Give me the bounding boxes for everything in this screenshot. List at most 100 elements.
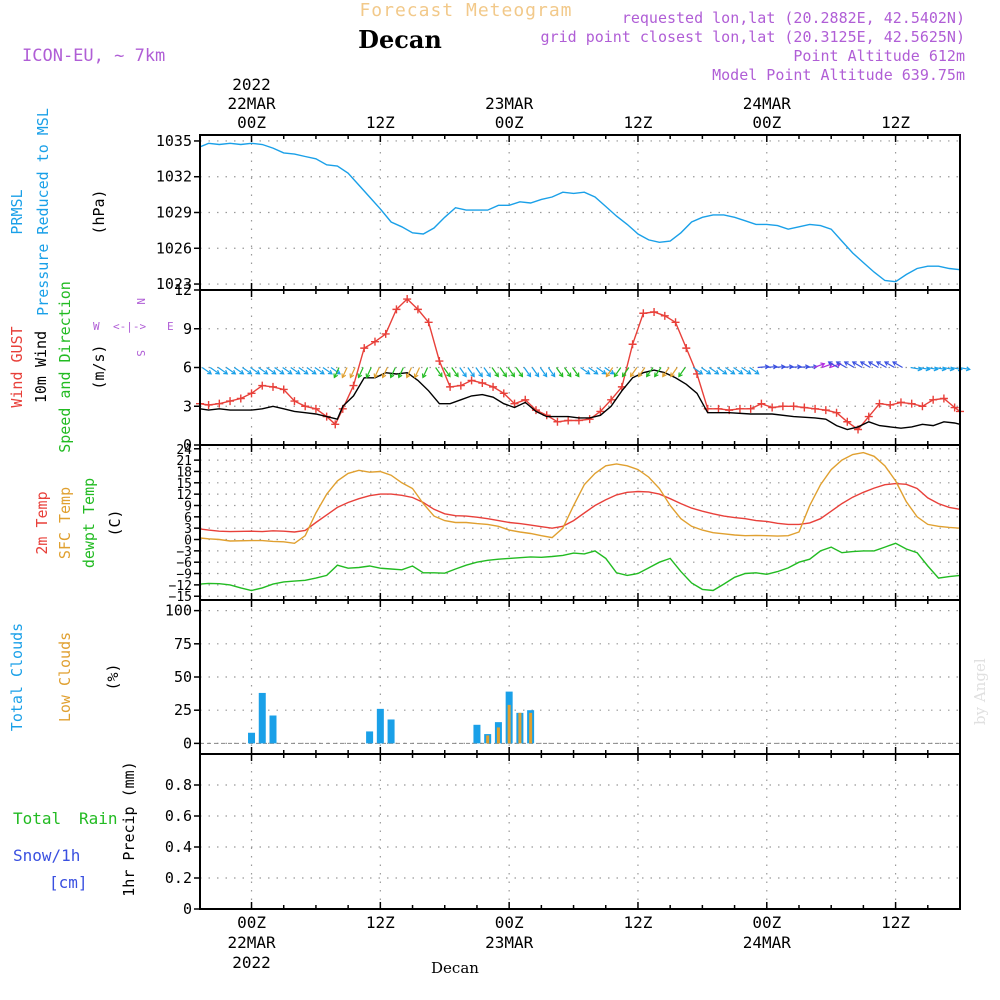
y-tick-label: 0.6 <box>165 807 192 825</box>
bar-low-clouds <box>496 727 500 744</box>
wind-arrow-head <box>566 372 572 378</box>
gust-marker <box>403 295 412 304</box>
wind-direction-arrow <box>467 367 475 377</box>
panel-label: (m/s) <box>90 344 108 389</box>
wind-arrow-head <box>231 369 237 375</box>
wind-arrow-head <box>613 372 619 378</box>
gust-marker <box>800 403 809 412</box>
wind-direction-arrow <box>789 365 801 369</box>
panel-label: Low Clouds <box>56 632 74 722</box>
wind-direction-arrow <box>942 366 954 371</box>
wind-direction-arrow <box>382 367 388 378</box>
wind-direction-arrow <box>662 367 670 377</box>
wind-arrow-head <box>494 372 499 378</box>
wind-direction-arrow <box>733 367 743 375</box>
wind-direction-arrow <box>596 367 606 375</box>
wind-compass: N S W E <-|-> <box>93 298 174 357</box>
time-label-top: 00Z <box>752 113 781 132</box>
wind-panel: 0 3 6 9 12 <box>174 281 971 454</box>
y-tick-label: 0 <box>183 436 192 454</box>
series-line-prmsl <box>199 142 961 283</box>
gust-marker <box>682 344 691 353</box>
gust-marker <box>392 305 401 314</box>
wind-direction-arrow <box>563 367 572 377</box>
compass-north: N <box>134 298 147 305</box>
y-tick-label: 0.8 <box>165 776 192 794</box>
time-label-bottom: 12Z <box>881 913 910 932</box>
panel-label: 2m Temp <box>33 491 51 554</box>
wind-direction-arrow <box>934 366 946 371</box>
wind-arrow-head <box>373 373 379 379</box>
wind-arrow-head <box>698 369 704 375</box>
wind-direction-arrow <box>298 367 309 375</box>
gust-marker <box>628 340 637 349</box>
wind-arrow-head <box>965 366 971 372</box>
y-tick-label: 9 <box>183 320 192 338</box>
wind-arrow-head <box>510 372 516 378</box>
model-label: ICON-EU, ~ 7km <box>22 46 165 66</box>
gust-marker <box>446 382 455 391</box>
bar-total-clouds <box>269 715 277 744</box>
gust-marker <box>811 404 820 413</box>
gust-marker <box>821 406 830 415</box>
gust-marker <box>843 417 852 426</box>
time-label-top: 22MAR <box>227 94 276 113</box>
gust-marker <box>424 318 433 327</box>
wind-direction-arrow <box>274 367 284 375</box>
wind-arrow-head <box>593 369 599 375</box>
wind-direction-arrow <box>406 367 413 378</box>
wind-arrow-head <box>438 372 443 378</box>
gust-marker <box>714 404 723 413</box>
time-label-bottom: 24MAR <box>743 933 792 952</box>
panel-frame <box>199 753 961 910</box>
wind-direction-arrow <box>741 367 751 375</box>
wind-arrow-head <box>764 364 770 370</box>
wind-direction-arrow <box>821 363 833 369</box>
y-tick-label: 3 <box>183 397 192 415</box>
wind-arrow-head <box>867 361 873 366</box>
bar-low-clouds <box>518 712 522 744</box>
wind-arrow-head <box>678 372 683 378</box>
panel-label: Total Clouds <box>8 623 26 731</box>
time-label-bottom: 12Z <box>624 913 653 932</box>
wind-arrow-head <box>585 369 591 375</box>
wind-arrow-head <box>311 369 317 375</box>
gust-marker <box>435 357 444 366</box>
wind-direction-arrow <box>414 367 421 378</box>
y-tick-label: 6 <box>183 359 192 377</box>
y-tick-label: 12 <box>176 488 192 503</box>
location-title: Decan <box>358 25 442 54</box>
gust-marker <box>311 404 320 413</box>
wind-direction-arrow <box>828 361 839 369</box>
gust-marker <box>381 329 390 338</box>
wind-direction-arrow <box>459 367 467 377</box>
wind-arrow-head <box>875 361 881 366</box>
wind-arrow-head <box>730 369 736 375</box>
wind-arrow-head <box>389 373 395 379</box>
wind-arrow-head <box>319 369 325 375</box>
wind-direction-arrow <box>349 367 356 378</box>
wind-arrow-head <box>255 369 261 375</box>
wind-direction-arrow <box>282 367 293 375</box>
gust-marker <box>290 397 299 406</box>
compass-arrow: <-|-> <box>113 320 146 333</box>
y-tick-label: 6 <box>184 511 192 526</box>
wind-direction-arrow <box>773 365 785 369</box>
wind-arrow-head <box>605 372 611 378</box>
wind-direction-arrow <box>475 367 483 377</box>
series-line-sfc-temp <box>199 451 961 545</box>
wind-arrow-head <box>335 369 341 375</box>
wind-direction-arrow <box>571 367 580 377</box>
gust-marker <box>596 407 605 416</box>
gust-marker <box>564 416 573 425</box>
wind-direction-arrow <box>717 367 727 375</box>
time-label-top: 12Z <box>366 113 395 132</box>
y-tick-label: 100 <box>165 602 192 620</box>
wind-direction-arrow <box>613 367 622 377</box>
y-tick-label: 1029 <box>156 204 192 222</box>
gust-marker <box>467 376 476 385</box>
wind-direction-arrow <box>678 367 686 377</box>
